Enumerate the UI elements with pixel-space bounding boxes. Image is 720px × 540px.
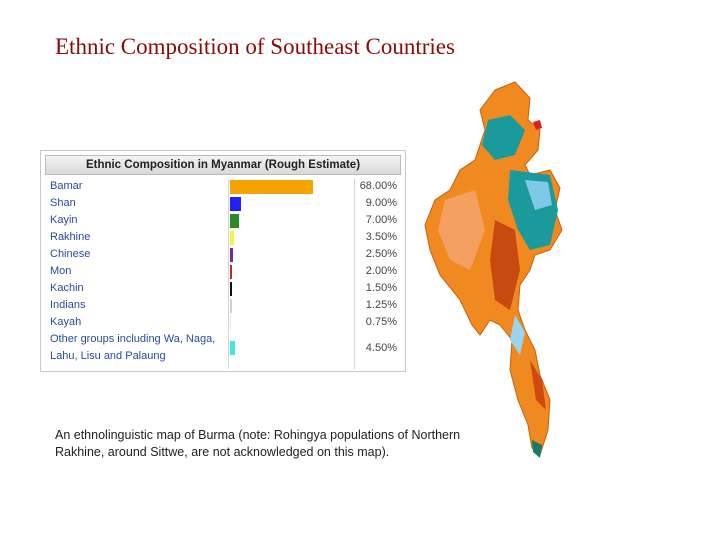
bar: [230, 315, 231, 330]
value-label: 7.00%: [365, 214, 397, 226]
category-label: Kayah: [50, 316, 82, 328]
map-marker: [533, 120, 542, 130]
caption: An ethnolinguistic map of Burma (note: R…: [55, 428, 461, 459]
category-label: Shan: [50, 197, 76, 209]
value-label: 1.50%: [365, 282, 397, 294]
value-label: 2.00%: [365, 265, 397, 277]
bar: [230, 213, 239, 228]
map-region: [510, 315, 525, 355]
bar: [230, 247, 234, 262]
bar: [230, 341, 236, 355]
map-region: [482, 115, 525, 160]
value-label: 1.25%: [365, 299, 397, 311]
chart-title: Ethnic Composition in Myanmar (Rough Est…: [45, 155, 401, 175]
bar: [230, 196, 241, 211]
value-label: 0.75%: [365, 316, 397, 328]
category-label: Kachin: [50, 282, 84, 294]
bar: [230, 264, 233, 279]
column-separator: [354, 179, 355, 369]
category-label: Mon: [50, 265, 72, 277]
value-label: 9.00%: [365, 197, 397, 209]
bar: [230, 230, 235, 245]
map-region: [530, 360, 546, 410]
bar: [230, 281, 232, 296]
ethnolinguistic-map: [424, 81, 563, 458]
category-label: Rakhine: [50, 231, 91, 243]
value-label: 4.50%: [365, 341, 397, 354]
category-label: Indians: [50, 299, 86, 311]
bar: [230, 179, 313, 194]
map-region: [490, 220, 520, 310]
column-separator: [228, 179, 229, 369]
map-region: [438, 190, 485, 270]
value-label: 68.00%: [359, 180, 397, 192]
bar: [230, 298, 232, 313]
category-label: Kayin: [50, 214, 78, 226]
map-region: [532, 440, 542, 458]
value-label: 3.50%: [365, 231, 397, 243]
category-label: Other groups including Wa, Naga, Lahu, L…: [50, 333, 216, 362]
category-label: Chinese: [50, 248, 91, 260]
map-region: [525, 180, 552, 210]
value-label: 2.50%: [365, 248, 397, 260]
slide-title: Ethnic Composition of Southeast Countrie…: [55, 34, 455, 59]
chart-panel: Ethnic Composition in Myanmar (Rough Est…: [40, 150, 406, 372]
category-label: Bamar: [50, 180, 83, 192]
